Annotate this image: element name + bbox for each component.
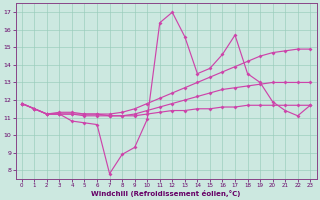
X-axis label: Windchill (Refroidissement éolien,°C): Windchill (Refroidissement éolien,°C) [91, 190, 241, 197]
